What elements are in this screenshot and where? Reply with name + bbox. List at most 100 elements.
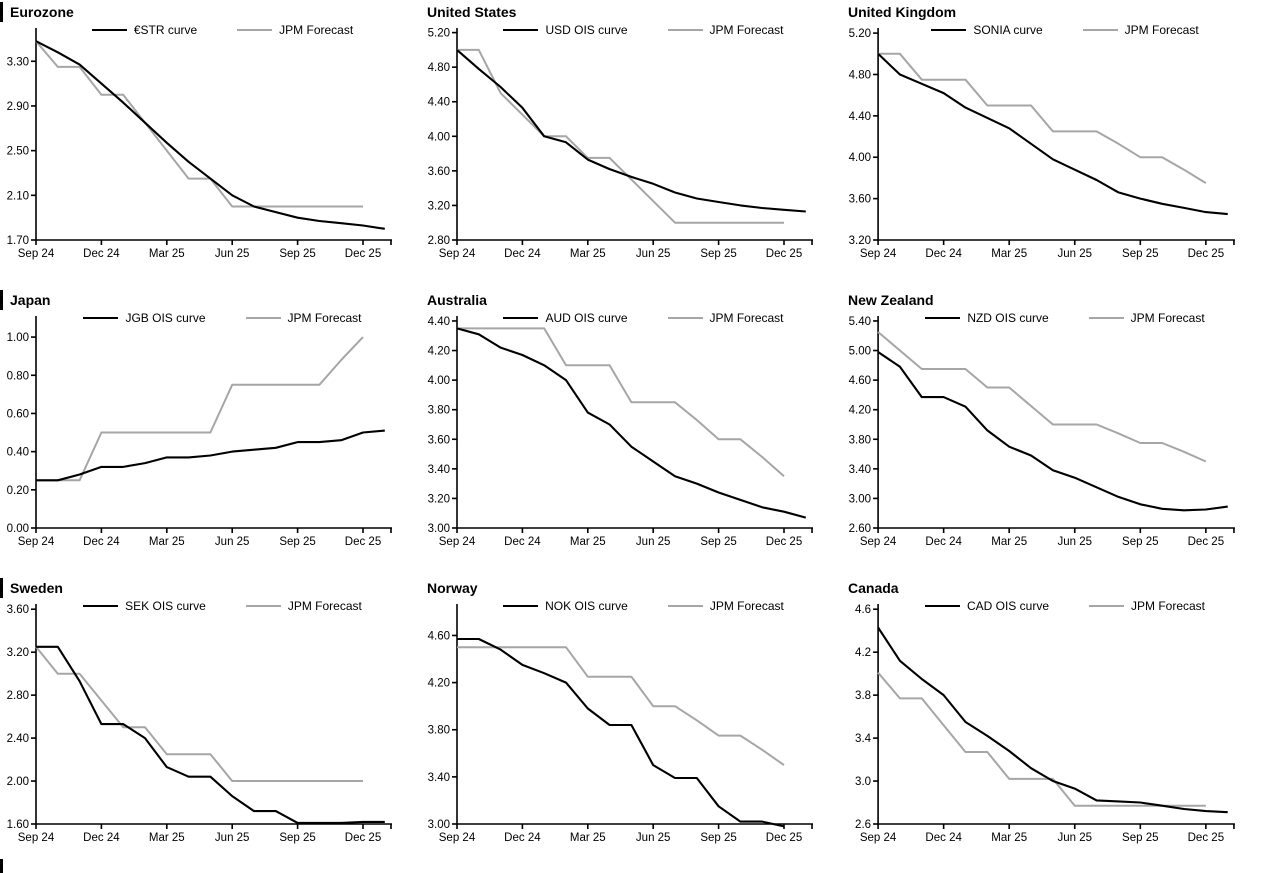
svg-text:5.20: 5.20 xyxy=(428,28,450,40)
chart-legend: USD OIS curve JPM Forecast xyxy=(461,23,826,37)
chart-legend: NZD OIS curve JPM Forecast xyxy=(882,311,1248,325)
forecast-line-swatch xyxy=(1088,317,1124,319)
svg-text:Sep 24: Sep 24 xyxy=(860,536,897,548)
svg-text:Dec 25: Dec 25 xyxy=(345,248,381,260)
forecast-line-swatch xyxy=(667,317,703,319)
legend-item-forecast: JPM Forecast xyxy=(245,599,362,613)
legend-item-forecast: JPM Forecast xyxy=(1089,599,1205,613)
svg-text:Jun 25: Jun 25 xyxy=(215,536,250,548)
svg-text:3.00: 3.00 xyxy=(428,819,450,831)
svg-text:Sep 25: Sep 25 xyxy=(279,832,315,844)
chart-title: Sweden xyxy=(10,580,63,596)
chart-header: New Zealand xyxy=(842,290,934,310)
svg-text:3.60: 3.60 xyxy=(849,194,871,206)
ois-line-swatch xyxy=(503,317,539,319)
chart-panel-sweden: Sweden SEK OIS curve JPM Forecast 1.60 2.… xyxy=(0,576,421,873)
svg-text:Dec 24: Dec 24 xyxy=(83,248,120,260)
svg-text:Jun 25: Jun 25 xyxy=(1057,248,1092,260)
legend-label-ois: USD OIS curve xyxy=(545,23,628,37)
svg-text:Sep 25: Sep 25 xyxy=(1122,248,1158,260)
svg-text:Jun 25: Jun 25 xyxy=(215,832,250,844)
section-marker xyxy=(0,290,3,310)
svg-text:2.00: 2.00 xyxy=(7,776,29,788)
chart-legend: CAD OIS curve JPM Forecast xyxy=(882,599,1248,613)
chart-legend: JGB OIS curve JPM Forecast xyxy=(40,311,405,325)
chart-canvas: 3.00 3.20 3.40 3.60 3.80 4.00 4.20 4.40 Sep 24 De… xyxy=(428,316,813,548)
svg-text:Mar 25: Mar 25 xyxy=(149,248,185,260)
svg-text:0.80: 0.80 xyxy=(7,370,29,382)
svg-text:Sep 25: Sep 25 xyxy=(700,832,736,844)
chart-canvas: 3.00 3.40 3.80 4.20 4.60 Sep 24 Dec 24 Mar 25 Ju… xyxy=(428,604,813,844)
ois-line-swatch xyxy=(91,29,127,31)
svg-text:Mar 25: Mar 25 xyxy=(149,832,185,844)
svg-text:3.00: 3.00 xyxy=(849,493,871,505)
svg-text:1.60: 1.60 xyxy=(7,819,29,831)
forecast-line-swatch xyxy=(245,605,281,607)
legend-item-forecast: JPM Forecast xyxy=(1082,23,1199,37)
svg-text:4.00: 4.00 xyxy=(849,152,871,164)
legend-label-forecast: JPM Forecast xyxy=(1131,599,1206,613)
legend-item-forecast: JPM Forecast xyxy=(667,599,784,613)
svg-text:2.50: 2.50 xyxy=(7,146,29,158)
svg-text:Dec 25: Dec 25 xyxy=(766,536,802,548)
svg-text:Sep 24: Sep 24 xyxy=(439,536,476,548)
svg-text:Sep 25: Sep 25 xyxy=(279,536,315,548)
legend-item-forecast: JPM Forecast xyxy=(667,311,784,325)
chart-header: United Kingdom xyxy=(842,2,956,22)
ois-line-swatch xyxy=(924,605,960,607)
legend-item-ois: SONIA curve xyxy=(931,23,1043,37)
forecast-line-swatch xyxy=(237,29,273,31)
svg-text:Sep 25: Sep 25 xyxy=(700,248,736,260)
legend-item-ois: USD OIS curve xyxy=(503,23,628,37)
legend-item-forecast: JPM Forecast xyxy=(245,311,362,325)
svg-text:Mar 25: Mar 25 xyxy=(149,536,185,548)
chart-legend: NOK OIS curve JPM Forecast xyxy=(461,599,826,613)
chart-header: Canada xyxy=(842,578,899,598)
legend-label-ois: JGB OIS curve xyxy=(125,311,206,325)
svg-text:Jun 25: Jun 25 xyxy=(636,832,671,844)
legend-label-forecast: JPM Forecast xyxy=(709,23,784,37)
svg-text:4.80: 4.80 xyxy=(849,69,871,81)
chart-panel-united-states: United States USD OIS curve JPM Forecast… xyxy=(421,0,842,288)
svg-text:Dec 25: Dec 25 xyxy=(1188,536,1224,548)
svg-text:Sep 25: Sep 25 xyxy=(1122,832,1158,844)
chart-canvas: 2.60 3.00 3.40 3.80 4.20 4.60 5.00 5.40 Sep 24 De… xyxy=(849,316,1235,548)
svg-text:2.90: 2.90 xyxy=(7,101,29,113)
svg-text:4.40: 4.40 xyxy=(428,316,450,328)
svg-text:Dec 24: Dec 24 xyxy=(925,248,962,260)
chart-title: United Kingdom xyxy=(848,4,957,20)
forecast-line-swatch xyxy=(1089,605,1124,607)
svg-text:Jun 25: Jun 25 xyxy=(1057,536,1092,548)
svg-text:3.8: 3.8 xyxy=(855,690,871,702)
legend-item-ois: SEK OIS curve xyxy=(83,599,206,613)
svg-text:5.20: 5.20 xyxy=(849,28,871,40)
svg-text:Sep 24: Sep 24 xyxy=(860,248,897,260)
chart-header: Sweden xyxy=(0,578,63,598)
chart-canvas: 1.70 2.10 2.50 2.90 3.30 Sep 24 Dec 24 Mar 25 Ju… xyxy=(7,28,392,260)
svg-text:Sep 24: Sep 24 xyxy=(439,248,476,260)
svg-text:3.20: 3.20 xyxy=(849,235,871,247)
legend-label-ois: SEK OIS curve xyxy=(125,599,206,613)
svg-text:3.20: 3.20 xyxy=(428,200,450,212)
legend-label-forecast: JPM Forecast xyxy=(1130,311,1205,325)
legend-label-forecast: JPM Forecast xyxy=(709,311,784,325)
legend-label-forecast: JPM Forecast xyxy=(287,599,362,613)
legend-item-forecast: JPM Forecast xyxy=(1088,311,1205,325)
chart-panel-australia: Australia AUD OIS curve JPM Forecast 3.0… xyxy=(421,288,842,576)
svg-text:3.4: 3.4 xyxy=(855,733,872,745)
legend-item-ois: JGB OIS curve xyxy=(83,311,206,325)
chart-title: New Zealand xyxy=(848,292,934,308)
legend-item-ois: NOK OIS curve xyxy=(503,599,628,613)
chart-header: Eurozone xyxy=(0,2,74,22)
ois-line-swatch xyxy=(83,317,119,319)
svg-text:Mar 25: Mar 25 xyxy=(991,536,1027,548)
section-marker xyxy=(0,578,3,598)
legend-label-forecast: JPM Forecast xyxy=(279,23,354,37)
svg-text:Dec 24: Dec 24 xyxy=(925,832,962,844)
svg-text:Dec 25: Dec 25 xyxy=(766,248,802,260)
svg-text:4.00: 4.00 xyxy=(428,375,450,387)
svg-text:Sep 24: Sep 24 xyxy=(18,248,55,260)
chart-panel-eurozone: Eurozone €STR curve JPM Forecast 1.70 2.1… xyxy=(0,0,421,288)
svg-text:1.70: 1.70 xyxy=(7,235,29,247)
